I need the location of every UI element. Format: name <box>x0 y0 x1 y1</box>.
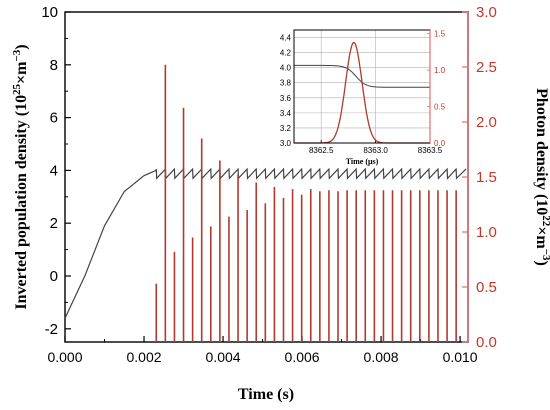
inset-right-tick-label: 0.5 <box>434 103 446 112</box>
x-tick-label: 0.000 <box>47 349 82 365</box>
left-tick-label: -2 <box>45 321 58 338</box>
inset-right-tick-label: 1.0 <box>434 66 446 75</box>
main-ticks: 0.000 0.002 0.004 0.006 0.008 0.010 -2 0 2 4 6 8 10 0… <box>41 4 497 365</box>
left-tick-label: 8 <box>50 57 58 74</box>
left-axis-title: Inverted population density (1025×m−3) <box>11 44 30 309</box>
inset-left-tick-label: 3.6 <box>280 94 292 103</box>
inset-left-tick-label: 4.4 <box>280 34 292 43</box>
inset-right-tick-label: 0.0 <box>434 139 446 148</box>
inset-x-tick-label: 8362.5 <box>309 146 334 155</box>
right-tick-label: 1.5 <box>476 169 497 186</box>
x-tick-label: 0.006 <box>285 349 320 365</box>
left-tick-label: 2 <box>50 215 58 232</box>
main-series <box>64 64 467 342</box>
left-tick-label: 0 <box>50 268 58 285</box>
left-tick-label: 4 <box>50 162 58 179</box>
inset-left-tick-label: 4.2 <box>280 49 292 58</box>
inset-ticks: 8362.5 8363.0 8363.5 3.0 3.2 3.4 3.6 3.8 4.0 4.2 4… <box>280 30 446 155</box>
inset-left-tick-label: 3.2 <box>280 124 292 133</box>
inset-x-axis-title: Time (μs) <box>346 157 379 166</box>
x-tick-label: 0.008 <box>364 349 399 365</box>
inset-chart: 8362.5 8363.0 8363.5 3.0 3.2 3.4 3.6 3.8 4.0 4.2 4… <box>280 29 446 166</box>
left-tick-label: 10 <box>41 4 58 21</box>
x-tick-label: 0.002 <box>126 349 161 365</box>
inset-x-tick-label: 8363.5 <box>418 146 443 155</box>
right-axis-title: Photon density (1022×m−3) <box>533 88 550 266</box>
right-tick-label: 2.0 <box>476 114 497 131</box>
inset-x-tick-label: 8363.0 <box>363 146 388 155</box>
x-tick-label: 0.010 <box>443 349 478 365</box>
inset-left-tick-label: 3.8 <box>280 79 292 88</box>
right-tick-label: 0.5 <box>476 279 497 296</box>
left-tick-label: 6 <box>50 110 58 127</box>
x-axis-title: Time (s) <box>238 386 294 403</box>
inset-right-tick-label: 1.5 <box>434 30 446 39</box>
inset-left-tick-label: 3.0 <box>280 139 292 148</box>
right-tick-label: 0.0 <box>476 334 497 351</box>
inset-left-tick-label: 4.0 <box>280 64 292 73</box>
x-tick-label: 0.004 <box>206 349 241 365</box>
inset-left-tick-label: 3.4 <box>280 109 292 118</box>
right-tick-label: 1.0 <box>476 224 497 241</box>
right-tick-label: 2.5 <box>476 59 497 76</box>
right-tick-label: 3.0 <box>476 4 497 21</box>
